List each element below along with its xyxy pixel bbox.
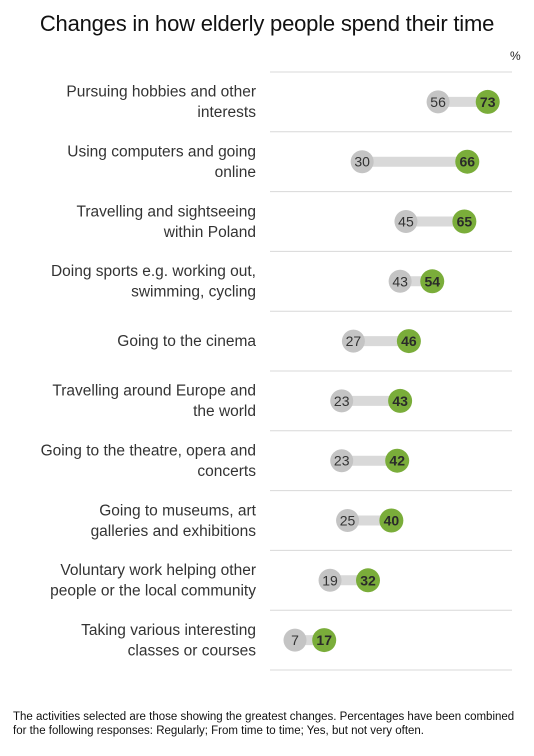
after-point xyxy=(379,508,404,533)
after-value-label: 42 xyxy=(389,453,405,469)
before-point xyxy=(388,269,412,293)
category-label: Travelling and sightseeing within Poland xyxy=(76,203,256,241)
before-value-label: 56 xyxy=(430,94,446,110)
before-point xyxy=(330,389,354,413)
after-value-label: 40 xyxy=(384,513,400,529)
after-value-label: 54 xyxy=(424,273,440,289)
before-value-label: 30 xyxy=(354,154,370,170)
category-label: Going to the cinema xyxy=(117,333,256,350)
category-label: Pursuing hobbies and other interests xyxy=(66,84,256,122)
unit-label: % xyxy=(510,49,521,63)
after-point xyxy=(420,269,445,294)
category-label: Using computers and going online xyxy=(67,143,256,181)
before-point xyxy=(426,90,450,114)
before-point xyxy=(283,628,307,652)
dumbbell-chart: Pursuing hobbies and other interests 56 73 U… xyxy=(41,71,512,671)
category-label: Going to the theatre, opera and concerts xyxy=(41,442,257,480)
after-point xyxy=(455,149,480,174)
chart-title: Changes in how elderly people spend thei… xyxy=(39,11,495,36)
before-point xyxy=(341,329,365,353)
after-point xyxy=(312,628,337,653)
after-value-label: 32 xyxy=(360,572,376,588)
footnote: The activities selected are those showin… xyxy=(13,711,515,737)
category-label: Travelling around Europe and the world xyxy=(52,383,256,421)
before-point xyxy=(394,210,418,233)
before-value-label: 7 xyxy=(291,632,299,648)
after-value-label: 46 xyxy=(401,333,417,349)
category-label: Voluntary work helping other people or th… xyxy=(50,562,256,600)
category-label: Going to museums, art galleries and exhib… xyxy=(91,502,257,540)
before-value-label: 23 xyxy=(334,453,350,469)
after-point xyxy=(356,568,380,593)
after-value-label: 73 xyxy=(480,94,496,110)
before-value-label: 45 xyxy=(398,214,414,230)
after-point xyxy=(475,89,500,114)
before-value-label: 27 xyxy=(346,333,362,349)
category-label: Doing sports e.g. working out, swimming, … xyxy=(51,263,256,301)
before-value-label: 23 xyxy=(334,393,350,409)
category-label: Taking various interesting classes or cou… xyxy=(81,622,256,660)
after-value-label: 66 xyxy=(459,154,475,170)
after-value-label: 65 xyxy=(457,214,473,230)
after-point xyxy=(385,448,410,473)
after-point xyxy=(452,209,477,234)
before-point xyxy=(318,568,342,592)
before-point xyxy=(336,509,360,532)
after-value-label: 43 xyxy=(392,393,408,409)
before-value-label: 19 xyxy=(322,572,338,588)
before-point xyxy=(330,449,354,473)
after-value-label: 17 xyxy=(316,632,332,648)
before-point xyxy=(350,150,374,174)
after-point xyxy=(396,329,421,354)
before-value-label: 43 xyxy=(392,273,408,289)
before-value-label: 25 xyxy=(340,513,356,529)
after-point xyxy=(388,388,413,413)
